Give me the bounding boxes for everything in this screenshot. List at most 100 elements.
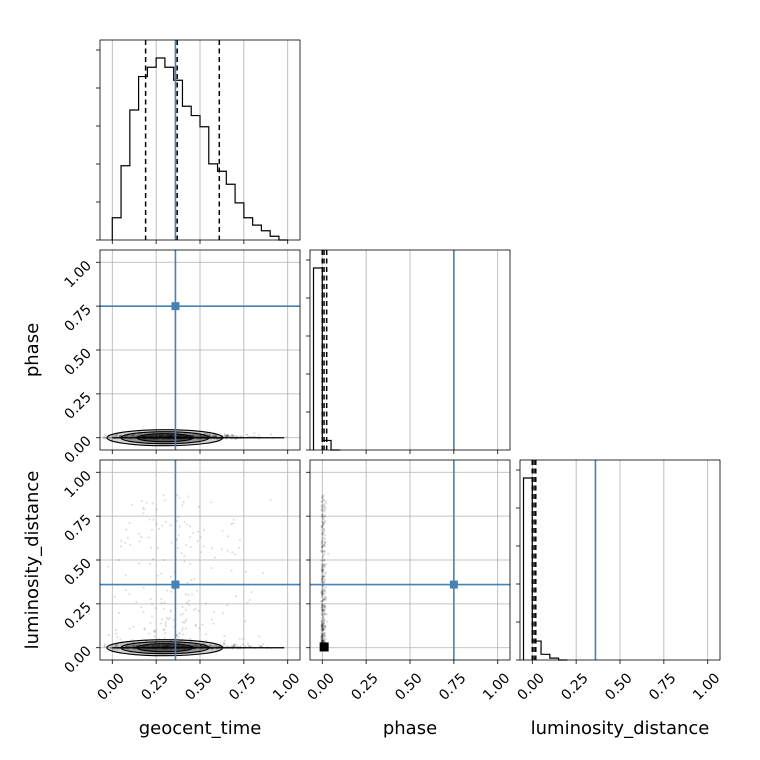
- sample-point: [322, 621, 325, 624]
- sample-point: [209, 434, 212, 437]
- sample-point: [149, 621, 152, 625]
- sample-point: [239, 435, 242, 438]
- sample-point: [125, 435, 128, 438]
- sample-point: [180, 645, 183, 648]
- sample-point: [148, 518, 151, 521]
- sample-point: [149, 435, 152, 438]
- sample-point: [223, 642, 226, 645]
- sample-point: [177, 645, 180, 648]
- sample-point: [321, 496, 324, 500]
- y-tick-label: 0.25: [61, 389, 94, 422]
- sample-point: [233, 643, 236, 646]
- sample-point: [186, 523, 189, 526]
- sample-point: [184, 627, 188, 630]
- sample-point: [161, 644, 164, 648]
- sample-point: [163, 607, 166, 611]
- sample-point: [320, 632, 324, 635]
- sample-point: [321, 628, 324, 632]
- sample-point: [262, 643, 265, 646]
- sample-point: [323, 506, 326, 509]
- sample-point: [321, 560, 324, 563]
- sample-point: [285, 435, 288, 439]
- sample-point: [320, 540, 323, 543]
- sample-point: [146, 645, 149, 648]
- panel-hist-geocent_time: [96, 39, 301, 244]
- sample-point: [322, 623, 325, 626]
- sample-point: [322, 640, 325, 643]
- x-axis-label-phase: phase: [383, 718, 437, 739]
- sample-point: [177, 644, 180, 647]
- sample-point: [158, 435, 161, 438]
- sample-point: [320, 624, 323, 628]
- sample-point: [321, 625, 324, 628]
- sample-point: [163, 644, 166, 647]
- sample-point: [103, 644, 106, 648]
- sample-point: [130, 434, 133, 437]
- sample-point: [110, 646, 113, 649]
- sample-point: [320, 542, 323, 545]
- sample-point: [150, 603, 154, 606]
- sample-point: [155, 508, 158, 511]
- sample-point: [241, 643, 244, 646]
- sample-point: [171, 433, 174, 437]
- sample-point: [321, 544, 324, 548]
- sample-point: [320, 637, 323, 640]
- sample-point: [160, 602, 163, 605]
- sample-point: [204, 633, 208, 636]
- sample-point: [269, 498, 272, 501]
- sample-point: [200, 435, 203, 438]
- truth-point: [171, 302, 180, 311]
- sample-point: [171, 434, 174, 438]
- sample-point: [320, 600, 323, 603]
- sample-point: [156, 546, 159, 550]
- sample-point: [181, 645, 184, 648]
- x-tick-label: 1.00: [270, 670, 303, 703]
- sample-point: [178, 435, 181, 438]
- sample-point: [322, 571, 326, 574]
- sample-point: [324, 612, 327, 615]
- sample-point: [162, 628, 165, 631]
- sample-point: [160, 434, 163, 438]
- sample-point: [180, 629, 183, 632]
- sample-point: [320, 638, 323, 642]
- samples: [102, 429, 288, 447]
- sample-point: [126, 435, 129, 438]
- sample-point: [320, 619, 323, 622]
- sample-point: [177, 434, 180, 437]
- sample-point: [321, 569, 324, 572]
- sample-point: [322, 614, 325, 618]
- sample-point: [127, 434, 130, 437]
- sample-point: [152, 645, 155, 648]
- sample-point: [142, 611, 145, 614]
- sample-point: [146, 644, 149, 648]
- sample-point: [207, 432, 210, 436]
- sample-point: [132, 434, 135, 437]
- sample-point: [142, 506, 145, 510]
- sample-point: [320, 515, 323, 519]
- sample-point: [178, 434, 182, 437]
- sample-point: [321, 639, 324, 642]
- sample-point: [169, 590, 173, 593]
- sample-point: [153, 644, 156, 647]
- sample-point: [321, 622, 324, 625]
- sample-point: [320, 500, 323, 503]
- sample-point: [194, 624, 197, 627]
- sample-point: [232, 435, 236, 438]
- sample-point: [321, 624, 324, 627]
- sample-point: [322, 608, 326, 611]
- sample-point: [199, 434, 202, 437]
- sample-point: [193, 608, 196, 611]
- sample-point: [185, 618, 188, 621]
- sample-point: [320, 549, 323, 553]
- sample-point: [170, 435, 173, 438]
- sample-point: [151, 502, 154, 505]
- sample-point: [169, 435, 172, 438]
- x-tick-label: 0.00: [305, 670, 338, 703]
- sample-point: [213, 435, 216, 438]
- sample-point: [321, 608, 324, 612]
- sample-point: [322, 576, 325, 579]
- sample-point: [132, 644, 135, 648]
- sample-point: [213, 556, 217, 559]
- sample-point: [230, 434, 233, 437]
- sample-point: [322, 527, 325, 531]
